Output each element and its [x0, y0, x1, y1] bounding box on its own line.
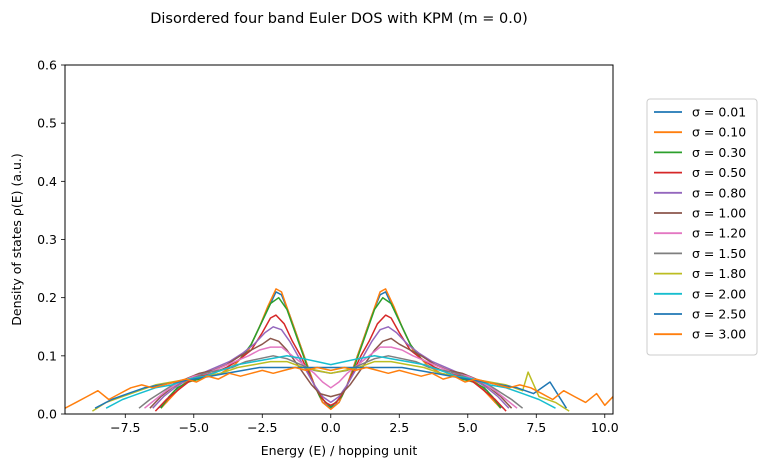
y-tick-label: 0.5	[37, 116, 57, 131]
series-layer	[65, 288, 613, 412]
y-tick-label: 0.4	[37, 174, 57, 189]
x-axis-label: Energy (E) / hopping unit	[261, 443, 418, 458]
y-axis: 0.0 0.1 0.2 0.3 0.4 0.5 0.6	[37, 58, 65, 422]
legend-label-12: σ = 3.00	[692, 327, 746, 342]
legend-label-3: σ = 0.30	[692, 145, 746, 160]
legend-label-6: σ = 1.00	[692, 206, 746, 221]
y-axis-label: Density of states ρ(E) (a.u.)	[9, 153, 24, 326]
x-tick-label: 0.0	[321, 420, 341, 435]
legend-label-2: σ = 0.10	[692, 125, 746, 140]
x-tick-label: 5.0	[458, 420, 478, 435]
legend-frame	[646, 98, 758, 356]
chart-title: Disordered four band Euler DOS with KPM …	[150, 11, 528, 27]
x-tick-label: 10.0	[591, 420, 619, 435]
series-line-12	[65, 366, 613, 409]
x-axis: −7.5 −5.0 −2.5 0.0 2.5 5.0 7.5 10.0	[110, 414, 619, 435]
series-line-1	[157, 291, 504, 409]
legend-label-1: σ = 0.01	[692, 105, 746, 120]
legend-label-5: σ = 0.80	[692, 185, 746, 200]
x-tick-label: 2.5	[389, 420, 409, 435]
y-tick-label: 0.6	[37, 58, 57, 73]
x-tick-label: −7.5	[110, 420, 140, 435]
legend-label-4: σ = 0.50	[692, 165, 746, 180]
legend-label-11: σ = 2.50	[692, 307, 746, 322]
x-tick-label: −5.0	[179, 420, 209, 435]
legend-label-7: σ = 1.20	[692, 226, 746, 241]
legend-label-10: σ = 2.00	[692, 286, 746, 301]
series-line-5	[152, 326, 510, 409]
legend-label-9: σ = 1.80	[692, 266, 746, 281]
x-tick-label: 7.5	[526, 420, 546, 435]
y-tick-label: 0.3	[37, 232, 57, 247]
series-line-2	[160, 288, 502, 411]
plot-frame	[64, 64, 614, 415]
x-tick-label: −2.5	[247, 420, 277, 435]
series-line-4	[154, 314, 507, 412]
legend: σ = 0.01 σ = 0.10 σ = 0.30 σ = 0.50 σ = 0.80…	[646, 98, 758, 356]
series-line-3	[160, 296, 502, 409]
y-tick-label: 0.1	[37, 348, 57, 363]
y-tick-label: 0.0	[37, 407, 57, 422]
y-tick-label: 0.2	[37, 290, 57, 305]
legend-label-8: σ = 1.50	[692, 246, 746, 261]
